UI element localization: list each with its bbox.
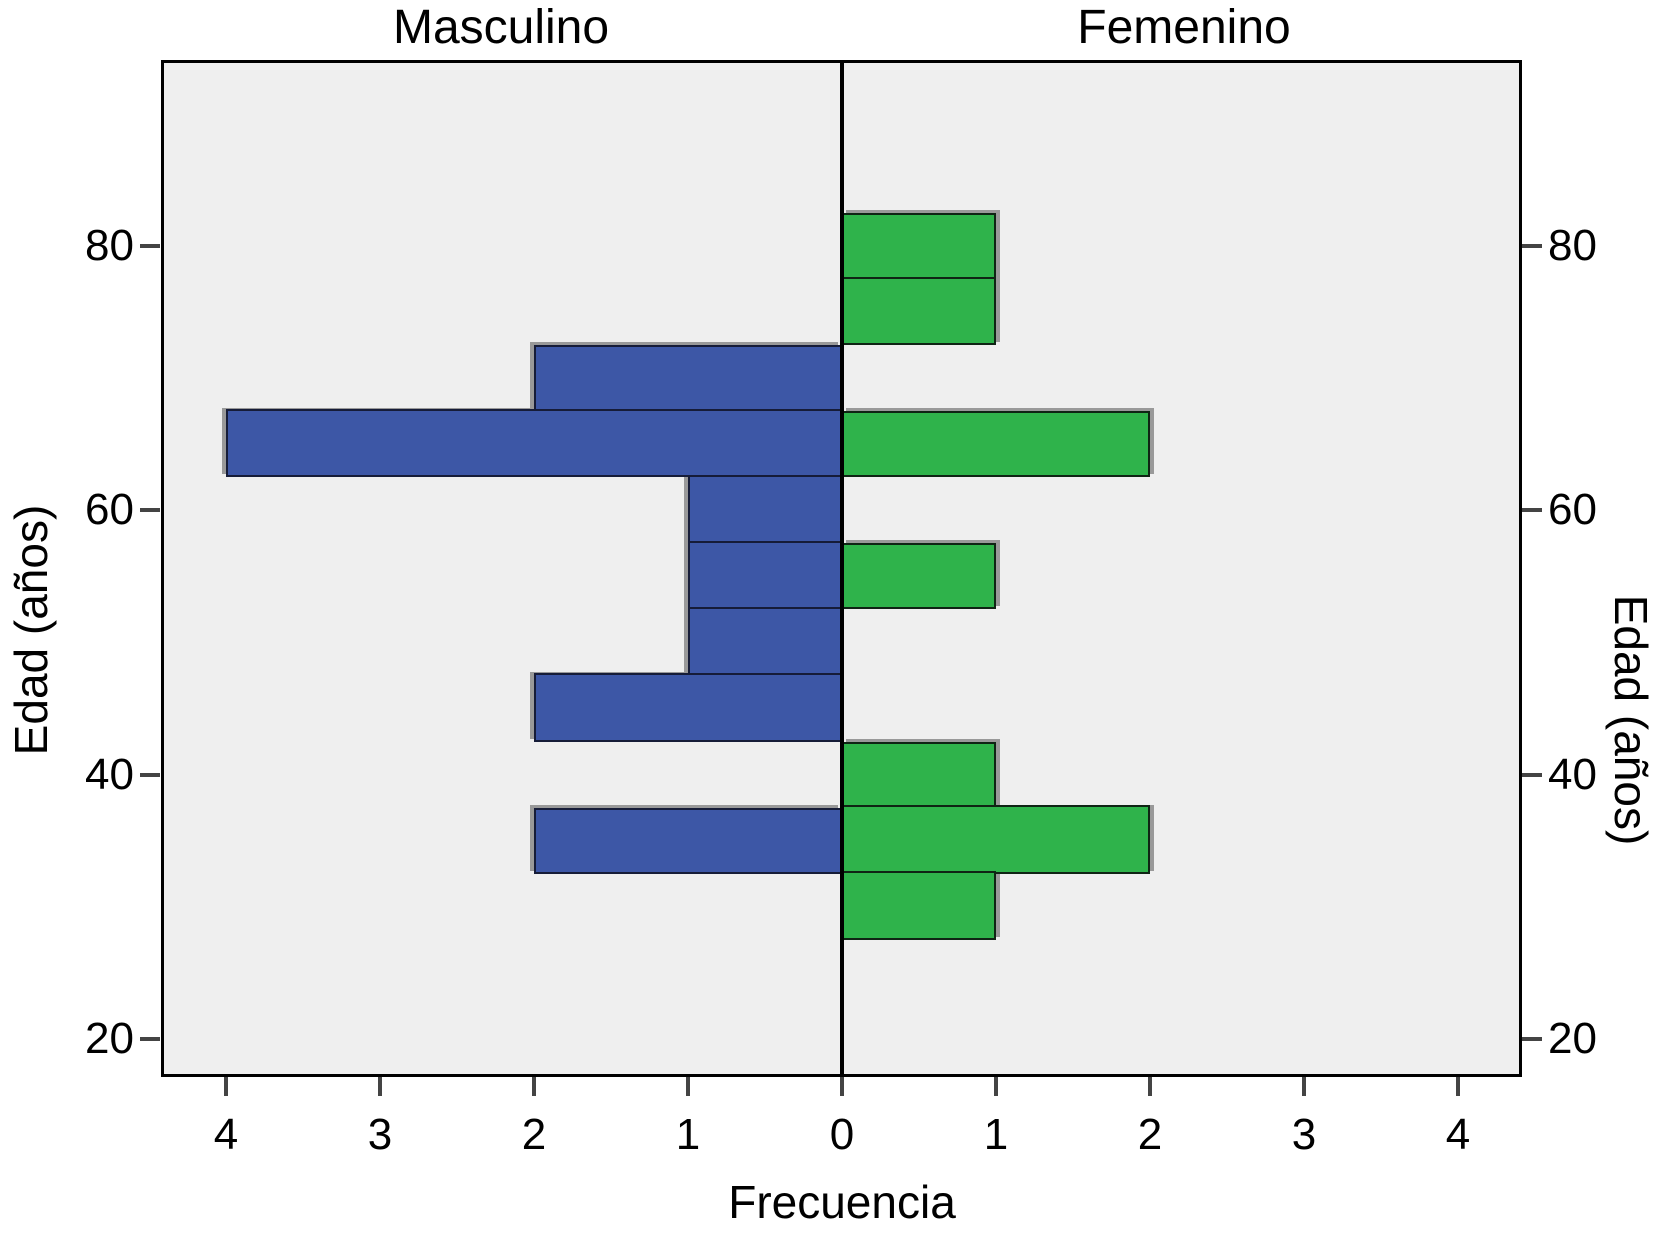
bar-masculino-60: [688, 474, 842, 544]
y-tick-label-left: 60: [85, 485, 134, 535]
bar-masculino-70: [534, 345, 842, 412]
x-tick-mark: [1456, 1077, 1460, 1096]
y-tick-mark-left: [140, 772, 160, 777]
bar-masculino-50: [688, 606, 842, 676]
y-tick-mark-right: [1522, 508, 1542, 513]
bar-femenino-65: [842, 411, 1150, 478]
x-tick-mark: [378, 1077, 382, 1096]
x-axis-title: Frecuencia: [728, 1176, 956, 1228]
y-axis-title-right: Edad (años): [1605, 594, 1657, 846]
x-tick-mark: [224, 1077, 228, 1096]
y-tick-label-left: 40: [85, 749, 134, 799]
y-tick-label-left: 20: [85, 1013, 134, 1063]
bar-femenino-55: [842, 543, 996, 610]
x-tick-mark: [840, 1077, 844, 1096]
panel-title-femenino: Femenino: [1077, 1, 1291, 54]
bar-femenino-80: [842, 213, 996, 280]
zero-axis-line: [840, 60, 844, 1077]
y-tick-label-right: 40: [1548, 749, 1597, 799]
panel-title-masculino: Masculino: [392, 1, 610, 54]
bar-femenino-35: [842, 805, 1150, 874]
y-tick-mark-left: [140, 244, 160, 249]
y-tick-label-right: 80: [1548, 221, 1597, 271]
y-tick-label-left: 80: [85, 221, 134, 271]
y-tick-mark-right: [1522, 772, 1542, 777]
bar-femenino-75: [842, 276, 996, 346]
x-tick-label: 4: [213, 1110, 239, 1159]
x-tick-label: 4: [1445, 1110, 1471, 1159]
x-tick-mark: [994, 1077, 998, 1096]
bar-masculino-35: [534, 807, 842, 874]
x-tick-label: 3: [1291, 1110, 1317, 1159]
x-tick-label: 0: [829, 1110, 855, 1159]
x-tick-label: 2: [1137, 1110, 1163, 1159]
x-tick-label: 1: [983, 1110, 1009, 1159]
bar-femenino-40: [842, 741, 996, 808]
x-tick-label: 1: [675, 1110, 701, 1159]
x-tick-label: 2: [521, 1110, 547, 1159]
y-tick-mark-right: [1522, 1036, 1542, 1041]
y-tick-label-right: 60: [1548, 485, 1597, 535]
bar-masculino-45: [534, 672, 842, 742]
y-tick-label-right: 20: [1548, 1013, 1597, 1063]
x-tick-mark: [1148, 1077, 1152, 1096]
y-tick-mark-left: [140, 1036, 160, 1041]
y-axis-title-left: Edad (años): [5, 504, 57, 756]
y-tick-mark-right: [1522, 244, 1542, 249]
bar-masculino-65: [226, 408, 842, 478]
x-tick-mark: [686, 1077, 690, 1096]
bar-femenino-30: [842, 871, 996, 940]
bar-masculino-55: [688, 540, 842, 610]
x-tick-label: 3: [367, 1110, 393, 1159]
x-tick-mark: [1302, 1077, 1306, 1096]
x-tick-mark: [532, 1077, 536, 1096]
y-tick-mark-left: [140, 508, 160, 513]
